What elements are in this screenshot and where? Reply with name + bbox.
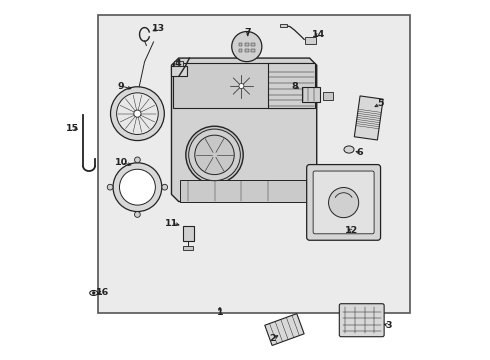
Circle shape: [135, 212, 140, 217]
Text: 13: 13: [151, 24, 165, 33]
FancyBboxPatch shape: [307, 165, 381, 240]
Circle shape: [195, 135, 234, 175]
FancyBboxPatch shape: [313, 171, 374, 234]
Circle shape: [111, 87, 164, 140]
Bar: [239, 49, 243, 51]
Circle shape: [113, 163, 162, 212]
Circle shape: [120, 169, 155, 205]
Text: 3: 3: [385, 321, 392, 330]
Text: 11: 11: [165, 219, 178, 228]
Bar: [251, 49, 255, 51]
Bar: [98, 15, 410, 313]
Bar: [269, 63, 315, 108]
Circle shape: [135, 157, 140, 163]
Circle shape: [92, 292, 95, 294]
Polygon shape: [354, 96, 383, 140]
Circle shape: [189, 129, 240, 181]
Text: 1: 1: [217, 308, 223, 317]
Bar: [323, 92, 333, 100]
Text: 6: 6: [356, 148, 363, 157]
Bar: [183, 226, 194, 241]
Ellipse shape: [90, 291, 98, 296]
Circle shape: [162, 184, 168, 190]
Bar: [180, 180, 308, 202]
FancyBboxPatch shape: [339, 304, 384, 337]
Bar: [302, 87, 320, 102]
Circle shape: [239, 84, 244, 89]
Text: 14: 14: [312, 30, 325, 39]
Text: 8: 8: [292, 82, 298, 91]
Circle shape: [134, 110, 141, 117]
Circle shape: [232, 32, 262, 62]
Ellipse shape: [344, 146, 354, 153]
Polygon shape: [265, 314, 304, 346]
Text: 5: 5: [377, 99, 384, 108]
Text: 15: 15: [66, 123, 79, 132]
Circle shape: [329, 188, 359, 218]
Bar: [172, 66, 187, 76]
Polygon shape: [172, 58, 317, 202]
Bar: [251, 43, 255, 46]
Bar: [245, 49, 248, 51]
Circle shape: [107, 184, 113, 190]
Bar: [183, 246, 194, 250]
Bar: [173, 63, 308, 108]
Circle shape: [117, 93, 158, 134]
Text: 10: 10: [115, 158, 128, 167]
Text: 12: 12: [345, 226, 359, 235]
Bar: [280, 24, 287, 27]
Bar: [245, 43, 248, 46]
Text: 9: 9: [118, 82, 124, 91]
Text: 4: 4: [174, 59, 181, 68]
Circle shape: [186, 126, 243, 184]
Text: 2: 2: [270, 334, 276, 343]
Bar: [174, 61, 183, 66]
Text: 7: 7: [245, 28, 251, 37]
Bar: [305, 37, 316, 44]
Text: 16: 16: [96, 288, 109, 297]
Bar: [239, 43, 243, 46]
